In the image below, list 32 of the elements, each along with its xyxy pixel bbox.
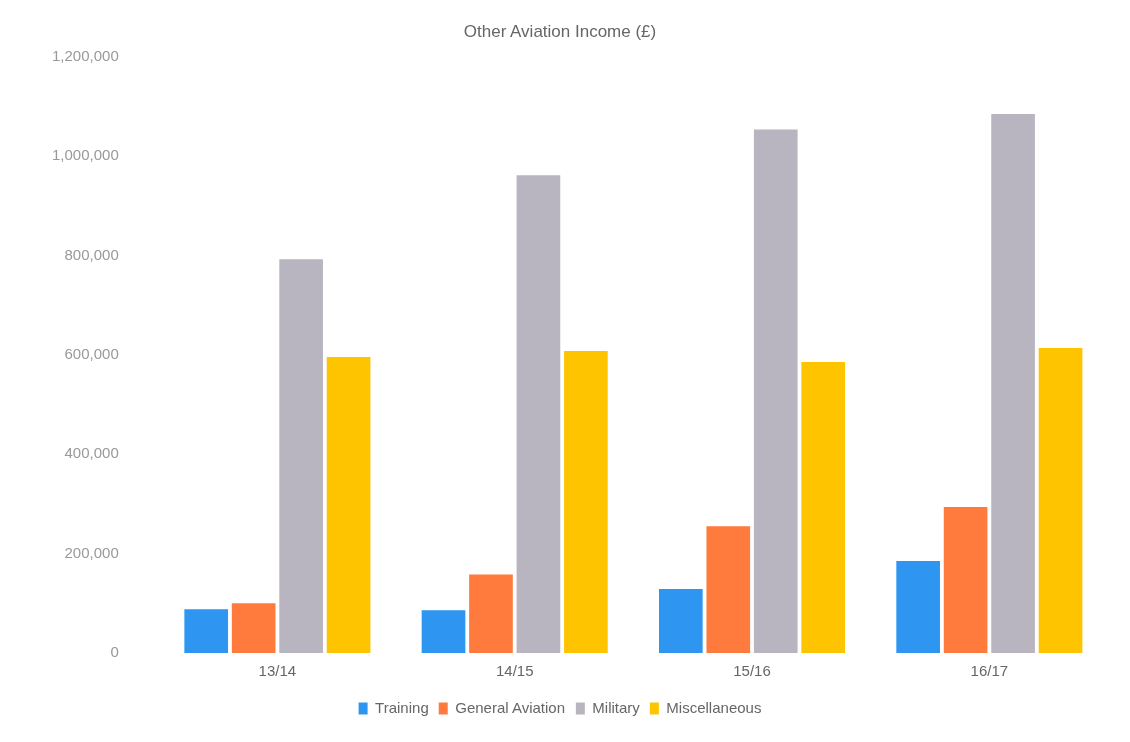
x-tick-label: 16/17 [970, 662, 1009, 680]
legend-label: General Aviation [455, 698, 566, 716]
bar [421, 610, 466, 653]
chart-title: Other Aviation Income (£) [463, 22, 657, 42]
bar [896, 561, 940, 653]
bar [469, 574, 513, 653]
y-tick-label: 200,000 [64, 543, 119, 561]
legend-label: Military [592, 698, 641, 716]
bar [943, 506, 988, 653]
bar [564, 351, 608, 653]
bar [1038, 348, 1083, 653]
bar [516, 175, 561, 653]
bar [326, 356, 371, 653]
legend-label: Miscellaneous [666, 698, 762, 716]
bar [801, 361, 846, 653]
x-tick-label: 14/15 [495, 662, 534, 680]
y-tick-label: 400,000 [64, 444, 119, 462]
y-tick-label: 0 [110, 643, 119, 661]
bar [753, 129, 798, 653]
bar [184, 609, 229, 653]
bar [706, 526, 751, 653]
bar [991, 114, 1035, 653]
bar [659, 588, 703, 653]
x-tick-label: 13/14 [258, 662, 297, 680]
bar [231, 603, 276, 653]
y-tick-label: 600,000 [64, 345, 119, 363]
bar [279, 259, 323, 653]
y-tick-label: 1,200,000 [52, 47, 119, 65]
x-tick-label: 15/16 [733, 662, 771, 680]
legend-label: Training [375, 698, 429, 716]
y-tick-label: 1,000,000 [52, 146, 119, 164]
y-tick-label: 800,000 [64, 245, 119, 263]
